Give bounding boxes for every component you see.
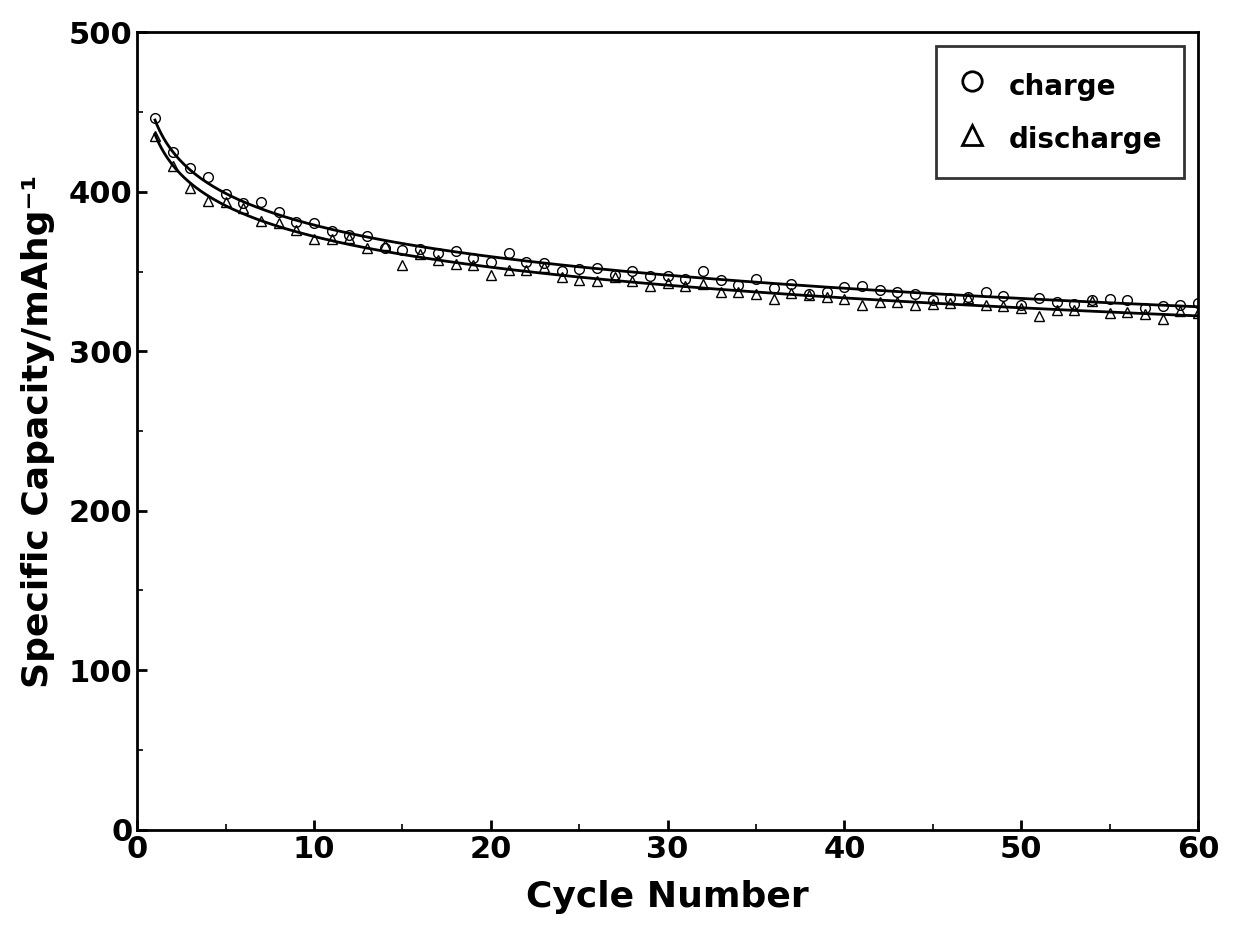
discharge — [1190, 308, 1205, 319]
charge — [148, 112, 162, 123]
discharge — [325, 234, 340, 245]
charge — [325, 225, 340, 237]
Line: charge: charge — [150, 113, 1203, 312]
discharge — [148, 131, 162, 142]
discharge — [484, 269, 498, 280]
discharge — [448, 258, 463, 269]
discharge — [501, 265, 516, 276]
discharge — [1156, 313, 1171, 324]
charge — [1190, 297, 1205, 309]
discharge — [801, 289, 816, 300]
X-axis label: Cycle Number: Cycle Number — [526, 880, 808, 914]
charge — [448, 245, 463, 256]
discharge — [413, 249, 428, 260]
Line: discharge: discharge — [150, 132, 1203, 324]
charge — [501, 248, 516, 259]
charge — [413, 243, 428, 254]
charge — [484, 257, 498, 268]
Legend: charge, discharge: charge, discharge — [936, 46, 1184, 178]
charge — [801, 288, 816, 299]
charge — [1137, 302, 1152, 313]
Y-axis label: Specific Capacity/mAhg⁻¹: Specific Capacity/mAhg⁻¹ — [21, 174, 55, 687]
